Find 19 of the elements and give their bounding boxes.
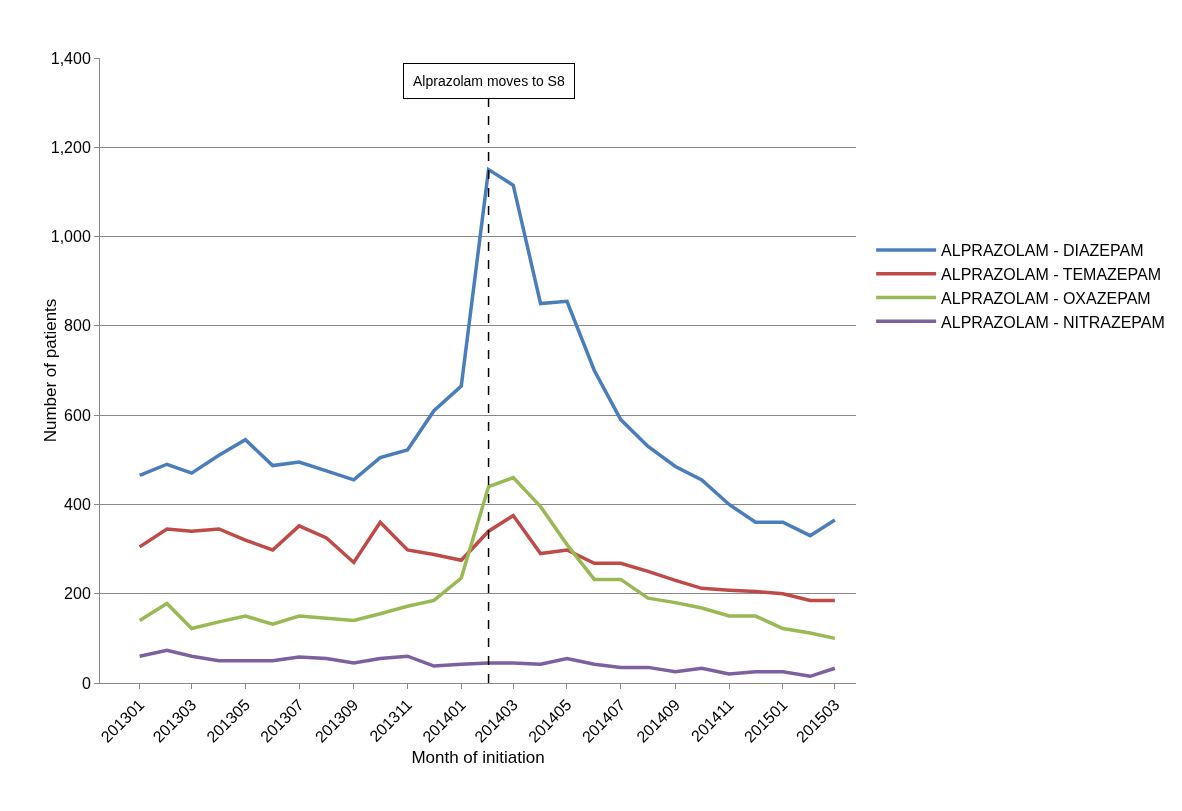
line-series — [137, 513, 837, 603]
line-series — [137, 648, 837, 679]
y-tick-label: 400 — [64, 496, 91, 514]
x-axis-title: Month of initiation — [411, 748, 545, 768]
line-series — [137, 167, 837, 538]
legend-label: ALPRAZOLAM - NITRAZEPAM — [941, 313, 1165, 331]
y-axis-title: Number of patients — [41, 298, 60, 443]
y-tick-label: 0 — [81, 674, 91, 692]
y-tick-label: 1,400 — [50, 49, 91, 67]
legend-label: ALPRAZOLAM - OXAZEPAM — [941, 289, 1151, 307]
y-tick-label: 1,200 — [50, 138, 91, 156]
legend-label: ALPRAZOLAM - TEMAZEPAM — [941, 265, 1162, 283]
y-tick-label: 1,000 — [50, 228, 91, 246]
line-series — [137, 475, 837, 641]
legend-label: ALPRAZOLAM - DIAZEPAM — [941, 242, 1144, 260]
y-tick-label: 200 — [64, 585, 91, 603]
ref-line-label: Alprazolam moves to S8 — [413, 73, 565, 89]
y-tick-label: 600 — [64, 406, 91, 424]
y-tick-label: 800 — [64, 317, 91, 335]
